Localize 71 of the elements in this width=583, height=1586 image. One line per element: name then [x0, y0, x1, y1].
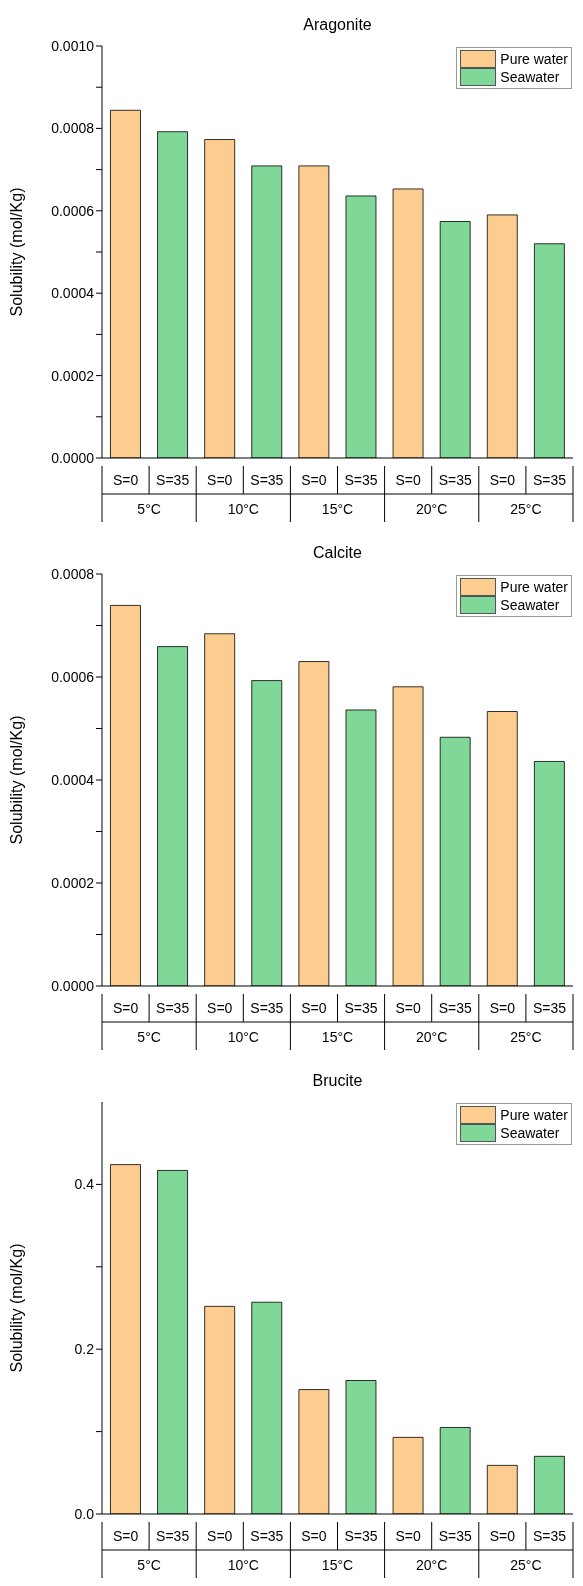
- y-tick-label: 0.0006: [51, 668, 95, 685]
- x-tick-label: S=35: [438, 1528, 472, 1544]
- chart-title: Aragonite: [302, 16, 373, 34]
- x-tick-label: S=0: [112, 472, 139, 488]
- x-tick-label: S=0: [112, 1000, 139, 1016]
- y-axis-title: Solubility (mol/Kg): [8, 715, 26, 845]
- y-tick-label: 0.0008: [51, 120, 95, 137]
- y-tick-label: 0.0004: [51, 285, 95, 302]
- x-tick-label: S=0: [207, 1528, 233, 1544]
- x-tick-label: S=35: [250, 1000, 284, 1016]
- chart-title: Brucite: [311, 1072, 364, 1090]
- x-tick-label: S=0: [489, 1528, 516, 1544]
- y-tick-label: 0.0008: [51, 565, 95, 582]
- x-tick-label: S=35: [156, 1000, 190, 1016]
- x-tick-label: S=0: [112, 1528, 139, 1544]
- y-tick-label: 0.0006: [51, 202, 95, 219]
- y-tick-label: 0.0002: [51, 367, 95, 384]
- text: 5°C: [137, 501, 161, 517]
- x-tick-label: S=35: [344, 1000, 378, 1016]
- x-tick-label: S=0: [301, 1000, 327, 1016]
- x-tick-label: S=35: [438, 1000, 472, 1016]
- text: 15°C: [321, 501, 354, 517]
- y-tick-label: 0.0000: [51, 977, 95, 994]
- y-tick-label: 0.4: [74, 1176, 95, 1193]
- y-tick-label: 0.0: [74, 1505, 95, 1522]
- x-tick-label: S=0: [301, 1528, 327, 1544]
- x-tick-label: S=0: [301, 472, 327, 488]
- x-tick-label: S=35: [156, 1528, 190, 1544]
- legend-label: Seawater: [500, 596, 560, 614]
- x-tick-label: S=0: [489, 1000, 516, 1016]
- text: 15°C: [321, 1557, 354, 1573]
- text: 10°C: [227, 1557, 259, 1573]
- y-tick-label: 0.0004: [51, 771, 95, 788]
- x-tick-label: S=35: [532, 1000, 567, 1016]
- text: 10°C: [227, 1029, 259, 1045]
- x-tick-label: S=0: [207, 472, 233, 488]
- legend-label: Pure water: [500, 1106, 568, 1124]
- legend-label: Pure water: [500, 578, 568, 596]
- y-axis-title: Solubility (mol/Kg): [8, 187, 26, 317]
- x-tick-label: S=35: [250, 472, 284, 488]
- x-tick-label: S=0: [489, 472, 516, 488]
- x-tick-label: S=0: [395, 1528, 422, 1544]
- x-tick-label: S=35: [250, 1528, 284, 1544]
- text: 25°C: [510, 1557, 542, 1573]
- y-tick-label: 0.0010: [51, 37, 95, 54]
- x-tick-label: S=0: [207, 1000, 233, 1016]
- chart-title: Calcite: [312, 544, 363, 562]
- text: 5°C: [137, 1029, 161, 1045]
- x-tick-label: S=35: [532, 472, 567, 488]
- y-tick-label: 0.0000: [51, 449, 95, 466]
- text: 25°C: [510, 1029, 542, 1045]
- x-tick-label: S=35: [344, 1528, 378, 1544]
- y-tick-label: 0.2: [74, 1341, 95, 1358]
- x-tick-label: S=0: [395, 1000, 422, 1016]
- text: 25°C: [510, 501, 542, 517]
- x-tick-label: S=35: [438, 472, 472, 488]
- legend-label: Seawater: [500, 1124, 560, 1142]
- legend-label: Pure water: [500, 50, 568, 68]
- y-tick-label: 0.0002: [51, 874, 95, 891]
- text: 10°C: [227, 501, 259, 517]
- y-axis-title: Solubility (mol/Kg): [8, 1243, 26, 1373]
- x-tick-label: S=35: [532, 1528, 567, 1544]
- legend-label: Seawater: [500, 68, 560, 86]
- text: 15°C: [321, 1029, 354, 1045]
- text: 5°C: [137, 1557, 161, 1573]
- text: 20°C: [416, 1029, 448, 1045]
- x-tick-label: S=35: [156, 472, 190, 488]
- x-tick-label: S=0: [395, 472, 422, 488]
- x-tick-label: S=35: [344, 472, 378, 488]
- text: 20°C: [416, 501, 448, 517]
- text: 20°C: [416, 1557, 448, 1573]
